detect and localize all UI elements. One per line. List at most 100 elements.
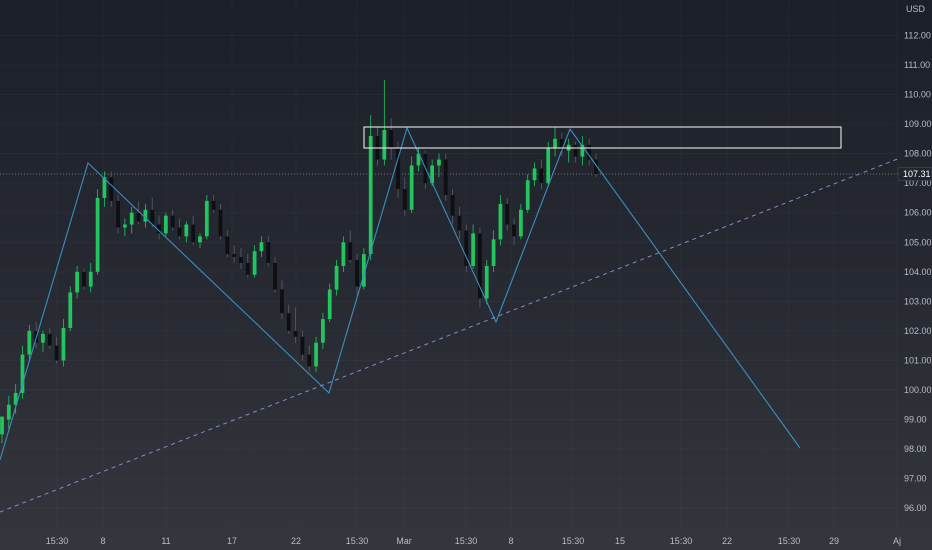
candle-body: [409, 165, 414, 210]
candle: [464, 224, 469, 272]
dashed-trendline-drawing[interactable]: [0, 157, 901, 513]
zigzag-pattern-drawing[interactable]: [0, 126, 801, 461]
price-axis[interactable]: USD 112.00 111.00 110.00 109.00 108.00 107.00…: [897, 4, 932, 513]
candle-body: [88, 271, 93, 287]
candle-body: [273, 262, 277, 290]
candle: [484, 260, 489, 305]
x-tick-label: 8: [100, 536, 105, 546]
candle: [41, 330, 45, 352]
y-tick-label: 105.00: [904, 237, 932, 247]
candle: [389, 118, 394, 160]
candle: [450, 189, 455, 225]
candle: [566, 138, 571, 163]
candle: [129, 206, 134, 234]
candle-body: [437, 159, 441, 166]
candle-body: [150, 209, 155, 225]
y-tick-label: 106.00: [904, 208, 932, 218]
candle: [539, 159, 544, 190]
candle-body: [321, 319, 325, 343]
candle: [375, 127, 380, 166]
y-tick-label: 99.00: [904, 415, 927, 425]
candle: [191, 215, 196, 246]
candle: [300, 330, 305, 361]
candle-body: [232, 254, 237, 258]
candle-body: [416, 153, 421, 166]
y-tick-label: 109.00: [904, 119, 932, 129]
x-tick-label: 15:30: [778, 536, 801, 546]
candle-body: [82, 271, 86, 287]
candle-body: [286, 313, 291, 331]
candle-body: [498, 203, 503, 240]
candle: [198, 233, 202, 249]
candle: [525, 174, 530, 213]
candle: [580, 135, 585, 166]
candle: [512, 218, 516, 246]
candle-body: [314, 342, 318, 367]
drawings[interactable]: [0, 126, 901, 513]
candle-body: [239, 257, 243, 263]
time-axis[interactable]: 15:30 8 11 17 22 15:30 Mar 15:30 8 15:30 15 15:30 22…: [46, 536, 901, 546]
candle-body: [27, 330, 32, 355]
candle: [88, 262, 93, 293]
candle-body: [0, 416, 4, 435]
y-tick-label: 103.00: [904, 296, 932, 306]
candle: [225, 230, 230, 258]
candle: [519, 203, 523, 240]
x-tick-label: 11: [161, 536, 170, 546]
candle: [143, 203, 148, 228]
candles: [0, 79, 598, 444]
candle: [498, 195, 503, 246]
candle: [327, 283, 332, 323]
candle: [184, 221, 189, 243]
resistance-rectangle-drawing[interactable]: [363, 126, 842, 149]
candle-body: [204, 200, 209, 237]
x-tick-label: 15:30: [455, 536, 478, 546]
candle-body: [218, 209, 223, 237]
candle-body: [157, 224, 161, 234]
candle: [239, 248, 243, 269]
candle-body: [245, 262, 250, 275]
candle-body: [471, 233, 475, 266]
candle-body: [519, 209, 523, 237]
candle-body: [13, 392, 18, 405]
candle-body: [163, 215, 168, 234]
candle: [82, 268, 86, 290]
candle-body: [512, 224, 516, 237]
candle: [321, 313, 325, 349]
candle: [95, 189, 100, 275]
candle-body: [430, 165, 435, 184]
y-tick-label: 110.00: [904, 90, 931, 100]
x-tick-label: 22: [291, 536, 301, 546]
candle: [437, 153, 441, 178]
candle: [68, 286, 73, 331]
candle: [334, 260, 339, 296]
candle-body: [129, 212, 134, 225]
candle-body: [6, 404, 11, 420]
candle: [348, 230, 353, 263]
candle-body: [259, 242, 264, 252]
candle: [27, 325, 32, 361]
candle-body: [594, 159, 598, 175]
candle: [553, 127, 557, 157]
candle: [150, 197, 155, 228]
candle-body: [491, 239, 496, 266]
candle: [116, 195, 120, 234]
candle-body: [184, 224, 189, 237]
candle: [123, 218, 127, 237]
candle: [286, 304, 291, 334]
candle-body: [505, 203, 510, 225]
candle: [75, 265, 79, 299]
candle: [361, 248, 366, 290]
candle: [266, 236, 271, 266]
candle-body: [211, 200, 216, 210]
x-tick-label: Mar: [396, 536, 412, 546]
candle: [136, 200, 141, 225]
candle-body: [450, 195, 455, 216]
candle: [478, 227, 482, 308]
x-tick-label: 15:30: [562, 536, 585, 546]
candle-body: [587, 144, 592, 160]
candle-body: [191, 224, 196, 243]
candle-body: [280, 289, 284, 314]
